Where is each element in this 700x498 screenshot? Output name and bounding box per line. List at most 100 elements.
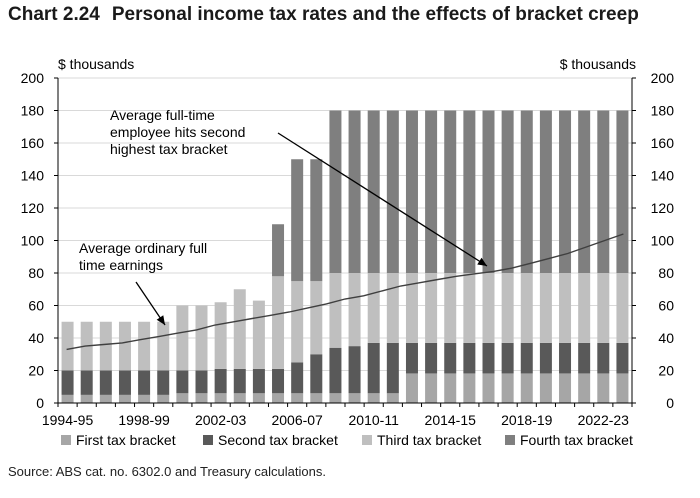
bar-segment	[272, 224, 285, 277]
bar-segment	[386, 110, 399, 273]
y-tick-label-left: 100	[21, 233, 45, 249]
y-tick-label-right: 180	[651, 103, 675, 119]
bar-segment	[118, 370, 131, 395]
bar-segment	[348, 346, 361, 394]
bar-segment	[214, 393, 227, 403]
bar-segment	[616, 342, 629, 374]
bar-segment	[233, 289, 246, 369]
bar-segment	[176, 393, 189, 403]
y-tick-label-right: 120	[651, 200, 675, 216]
annotation-bracket-text: highest tax bracket	[110, 141, 228, 157]
bar-segment	[559, 110, 572, 273]
bar-segment	[348, 110, 361, 273]
bar-segment	[405, 273, 418, 343]
bar-segment	[272, 276, 285, 369]
bar-segment	[444, 110, 457, 273]
y-tick-label-left: 0	[36, 395, 44, 411]
x-tick-label: 2006-07	[271, 412, 323, 428]
legend-label: First tax bracket	[76, 432, 176, 448]
bar-segment	[539, 273, 552, 343]
bar-segment	[291, 393, 304, 403]
bar-segment	[597, 273, 610, 343]
y-tick-label-left: 20	[28, 363, 44, 379]
bar-segment	[138, 394, 151, 403]
bar-segment	[176, 370, 189, 394]
annotation-bracket-text: Average full-time	[110, 107, 215, 123]
bar-segment	[329, 273, 342, 348]
legend: First tax bracket Second tax bracket Third…	[61, 432, 633, 448]
bar-segment	[616, 373, 629, 403]
bar-segment	[310, 393, 323, 403]
bar-segment	[291, 159, 304, 282]
earnings-line-path	[66, 233, 624, 351]
bar-segment	[176, 305, 189, 371]
bar-segment	[559, 342, 572, 374]
bar-segment	[444, 273, 457, 343]
annotation-bracket-arrow-shaft	[277, 132, 488, 267]
bar-segment	[310, 281, 323, 355]
bar-segment	[291, 281, 304, 363]
bar-segment	[578, 110, 591, 273]
y-tick-label-left: 120	[21, 200, 45, 216]
annotation-earnings-arrow-head	[156, 315, 165, 325]
bar-segment	[138, 321, 151, 371]
bar-segment	[482, 273, 495, 343]
bar-segment	[214, 302, 227, 369]
bar-segment	[367, 273, 380, 343]
bar-segment	[463, 342, 476, 374]
bar-segment	[367, 110, 380, 273]
bar-segment	[272, 393, 285, 403]
y-tick-label-left: 60	[28, 298, 44, 314]
annotation-earnings-text: time earnings	[79, 257, 163, 273]
chart-plot: 0 0 20 20 40 40 60 60 80 80 100 100 120 120 140 140 160 1…	[21, 56, 675, 448]
bar-segment	[99, 321, 112, 371]
bar-segment	[520, 273, 533, 343]
x-tick-label: 1994-95	[42, 412, 94, 428]
x-tick-label: 2014-15	[425, 412, 477, 428]
annotation-bracket-text: employee hits second	[110, 124, 245, 140]
chart-number: Chart 2.24	[8, 4, 100, 25]
bar-segment	[501, 342, 514, 374]
legend-label: Fourth tax bracket	[520, 432, 633, 448]
bar-segment	[501, 273, 514, 343]
legend-swatch	[61, 435, 71, 445]
source-note: Source: ABS cat. no. 6302.0 and Treasury…	[8, 464, 326, 479]
bar-segment	[444, 373, 457, 403]
annotation-earnings-text: Average ordinary full	[79, 240, 207, 256]
bar-segment	[578, 273, 591, 343]
bar-segment	[616, 110, 629, 273]
axes	[54, 77, 636, 407]
chart-title: Chart 2.24 Personal income tax rates and …	[8, 2, 692, 27]
bar-segment	[520, 110, 533, 273]
bar-segment	[539, 342, 552, 374]
bar-segment	[291, 362, 304, 394]
bar-segment	[425, 342, 438, 374]
bar-segment	[329, 110, 342, 273]
bar-segment	[501, 110, 514, 273]
y-tick-label-right: 160	[651, 135, 675, 151]
bar-segment	[195, 370, 208, 394]
y-tick-label-left: 200	[21, 70, 45, 86]
y-tick-label-right: 40	[658, 330, 674, 346]
bar-segment	[405, 110, 418, 273]
bar-segment	[138, 370, 151, 395]
y-tick-label-left: 160	[21, 135, 45, 151]
bar-segment	[520, 342, 533, 374]
bar-segment	[80, 370, 93, 395]
bar-segment	[386, 273, 399, 343]
bar-segment	[99, 370, 112, 395]
bar-segment	[233, 368, 246, 394]
y-tick-label-right: 80	[658, 265, 674, 281]
legend-swatch	[362, 435, 372, 445]
bar-segment	[482, 373, 495, 403]
bar-segment	[597, 373, 610, 403]
bar-segment	[463, 273, 476, 343]
legend-swatch	[203, 435, 213, 445]
bar-segment	[520, 373, 533, 403]
bar-segment	[539, 373, 552, 403]
bar-segment	[578, 373, 591, 403]
bar-segment	[425, 373, 438, 403]
bar-segment	[310, 159, 323, 282]
bar-segment	[616, 273, 629, 343]
